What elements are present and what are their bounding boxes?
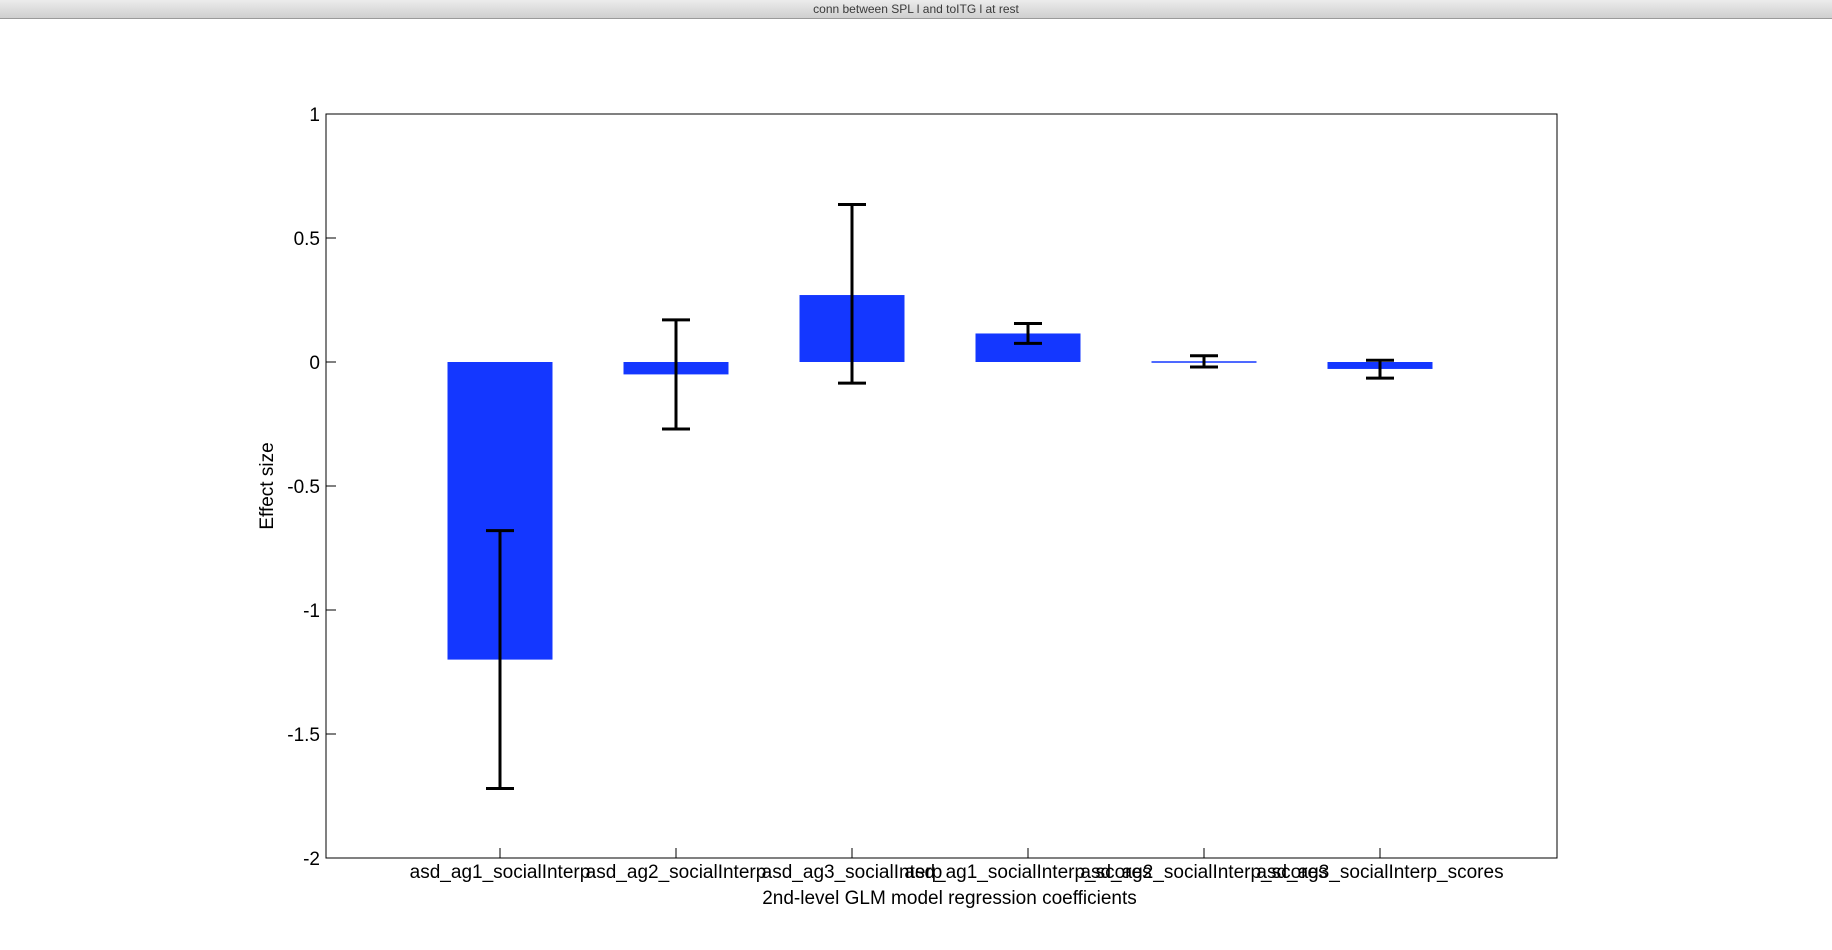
y-tick-label: -2	[303, 849, 320, 870]
y-tick-label: 0.5	[294, 229, 320, 250]
x-tick-label: asd_ag1_socialInterp	[410, 862, 591, 883]
y-tick-label: -1	[303, 601, 320, 622]
y-tick-label: -0.5	[287, 477, 320, 498]
x-tick-label: asd_ag3_socialInterp_scores	[1256, 862, 1503, 883]
error-bar	[1190, 354, 1218, 369]
x-tick-label: asd_ag3_socialInterp	[762, 862, 943, 883]
x-tick-label: asd_ag2_socialInterp_scores	[1080, 862, 1327, 883]
error-bar	[662, 318, 690, 431]
y-axis-ticks: -2 -1.5 -1 -0.5 0 0.5 1	[287, 105, 336, 870]
error-bar	[1014, 322, 1042, 345]
y-axis-label: Effect size	[257, 442, 278, 529]
error-bar	[1366, 358, 1394, 380]
y-tick-label: 1	[309, 105, 320, 126]
bar-chart: -2-1.5-1-0.500.51 asd_ag1_socialInterpas…	[257, 105, 1558, 909]
x-tick-label: asd_ag2_socialInterp	[586, 862, 767, 883]
x-axis-ticks: asd_ag1_socialInterpasd_ag2_socialInterp…	[410, 848, 1504, 883]
bars	[447, 295, 1433, 660]
window-title: conn between SPL l and toITG l at rest	[0, 0, 1832, 19]
figure-canvas: -2 -1.5 -1 -0.5 0 0.5 1 asd_ag1_socialInterp as…	[0, 19, 1832, 945]
y-tick-label: -1.5	[287, 725, 320, 746]
error-bar	[486, 529, 514, 791]
x-tick-label: asd_ag1_socialInterp_scores	[904, 862, 1151, 883]
x-axis-label: 2nd-level GLM model regression coefficie…	[762, 888, 1137, 909]
y-tick-label: 0	[309, 353, 320, 374]
error-bar	[838, 203, 866, 385]
error-bars	[486, 203, 1394, 791]
